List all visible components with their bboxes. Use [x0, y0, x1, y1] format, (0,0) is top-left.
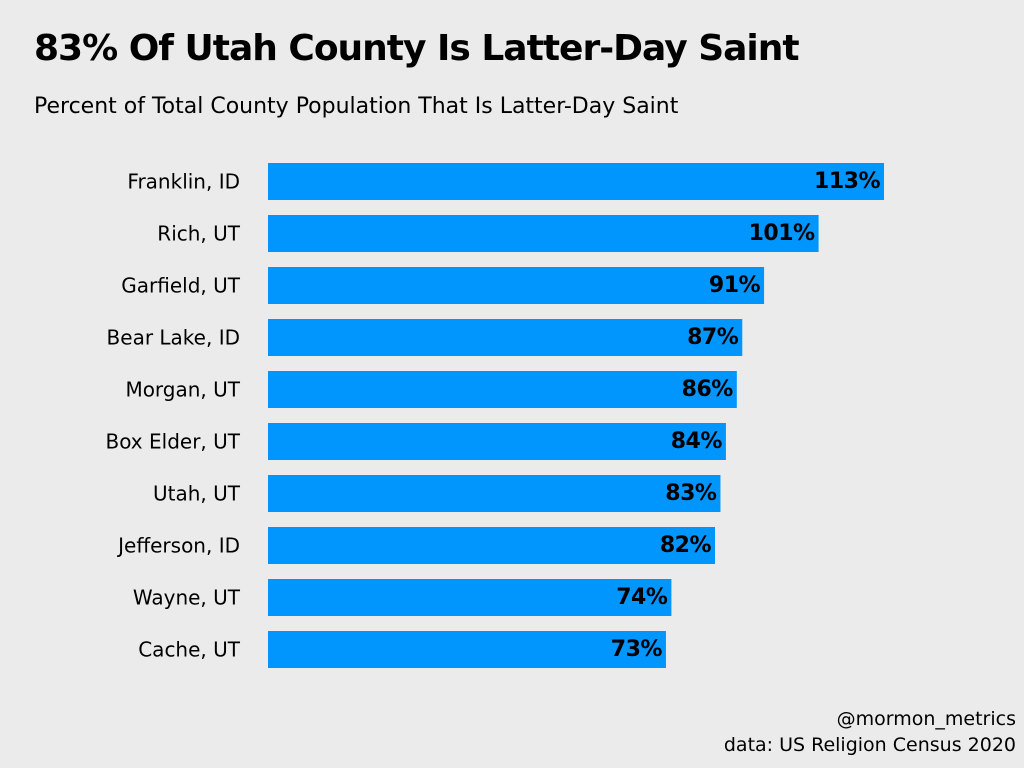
value-label: 73%	[611, 637, 663, 662]
value-label: 82%	[660, 533, 712, 558]
bar-2	[268, 267, 765, 304]
chart-title: 83% Of Utah County Is Latter-Day Saint	[34, 28, 800, 69]
bar-3	[268, 319, 743, 356]
bar-4	[268, 371, 737, 408]
bar-9	[268, 631, 666, 668]
category-label: Garfield, UT	[121, 274, 240, 298]
credit-handle: @mormon_metrics	[836, 708, 1016, 730]
bar-0	[268, 163, 884, 200]
category-label: Wayne, UT	[133, 586, 241, 610]
value-label: 74%	[616, 585, 668, 610]
category-label: Morgan, UT	[125, 378, 240, 402]
value-label: 91%	[709, 273, 761, 298]
value-label: 113%	[814, 169, 880, 194]
value-label: 101%	[749, 221, 815, 246]
bar-1	[268, 215, 819, 252]
category-label: Jefferson, ID	[116, 534, 240, 558]
bar-6	[268, 475, 721, 512]
category-label: Rich, UT	[157, 222, 240, 246]
category-label: Franklin, ID	[127, 170, 240, 194]
value-label: 86%	[682, 377, 734, 402]
value-label: 84%	[671, 429, 723, 454]
bar-5	[268, 423, 726, 460]
chart-subtitle: Percent of Total County Population That …	[34, 94, 679, 119]
category-label: Box Elder, UT	[105, 430, 240, 454]
category-label: Utah, UT	[153, 482, 241, 506]
credit-source: data: US Religion Census 2020	[723, 734, 1016, 756]
value-label: 83%	[665, 481, 717, 506]
category-label: Bear Lake, ID	[107, 326, 240, 350]
value-label: 87%	[687, 325, 739, 350]
bar-7	[268, 527, 716, 564]
category-label: Cache, UT	[138, 638, 241, 662]
bar-8	[268, 579, 672, 616]
